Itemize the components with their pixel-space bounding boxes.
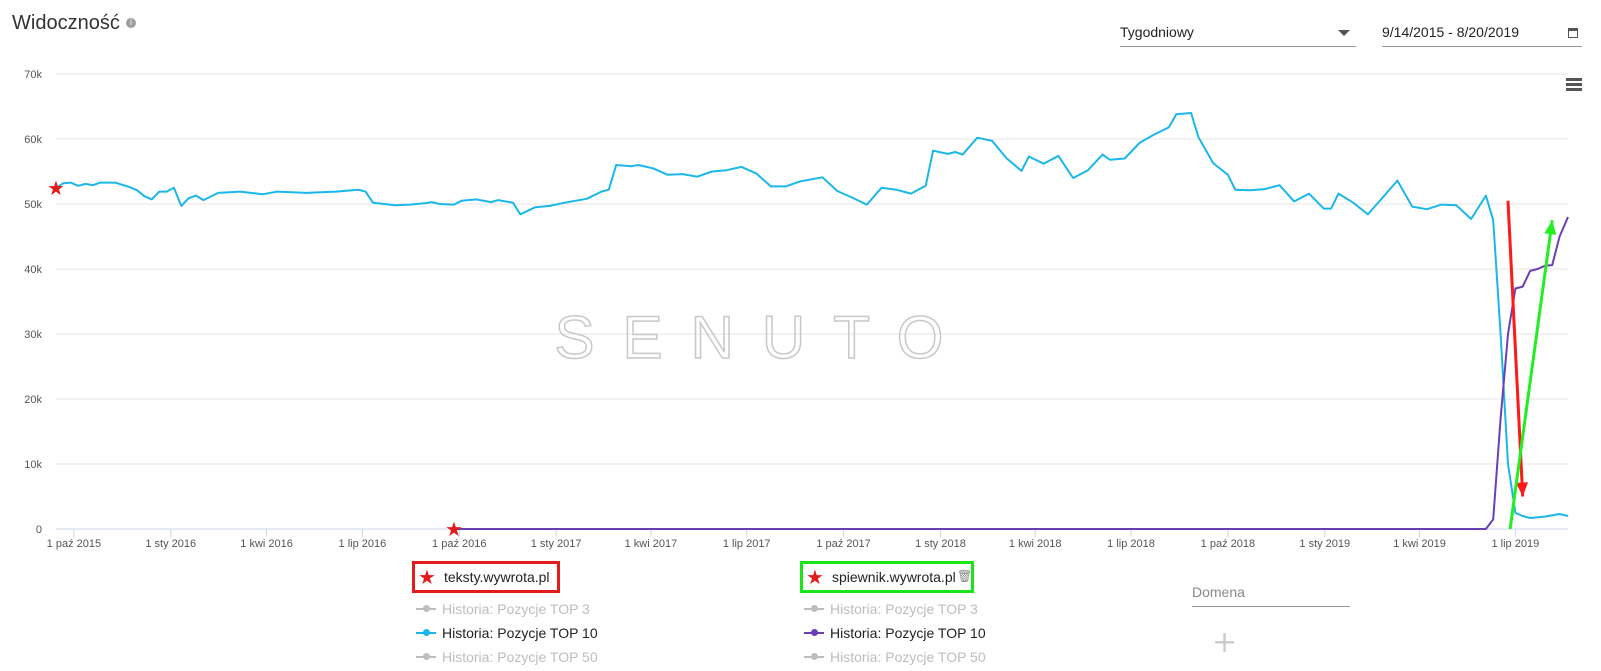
legend-item-label: Historia: Pozycje TOP 3 (442, 601, 590, 617)
annotation-arrow (1508, 220, 1554, 530)
calendar-icon[interactable] (1568, 28, 1578, 38)
x-tick-label: 1 kwi 2018 (1009, 538, 1062, 550)
legend-marker-icon (416, 629, 436, 636)
x-tick-label: 1 sty 2016 (145, 538, 196, 550)
x-tick-label: 1 kwi 2019 (1393, 538, 1446, 550)
legend-marker-icon (416, 605, 436, 612)
x-tick-label: 1 paź 2016 (432, 538, 486, 550)
legend-domain-box-teksty[interactable] (412, 561, 560, 593)
add-domain-icon[interactable]: + (1212, 625, 1238, 660)
legend-marker-icon (804, 629, 824, 636)
star-marker-icon: ★ (47, 176, 65, 200)
x-tick-label: 1 sty 2017 (531, 538, 582, 550)
legend-domain-teksty[interactable]: teksty.wywrota.pl (444, 569, 550, 585)
hamburger-menu-icon[interactable] (1566, 78, 1582, 92)
x-tick-label: 1 sty 2019 (1299, 538, 1350, 550)
series-line-teksty (55, 112, 1569, 519)
y-tick-label: 60k (24, 134, 42, 146)
annotation-arrowhead (1516, 482, 1529, 497)
legend-domain-box-spiewnik[interactable] (800, 561, 974, 593)
date-range-value: 9/14/2015 - 8/20/2019 (1382, 24, 1520, 40)
x-tick-label: 1 lip 2016 (339, 538, 387, 550)
star-icon: ★ (418, 565, 436, 589)
x-tick-label: 1 paź 2017 (816, 538, 870, 550)
legend-item-label: Historia: Pozycje TOP 50 (830, 649, 986, 665)
x-tick-label: 1 lip 2019 (1491, 538, 1539, 550)
trash-icon[interactable]: 🗑 (957, 569, 973, 583)
x-tick-label: 1 lip 2017 (723, 538, 771, 550)
date-range-input[interactable]: 9/14/2015 - 8/20/2019 (1382, 22, 1582, 47)
y-tick-label: 50k (24, 199, 42, 211)
domain-input[interactable]: Domena (1192, 584, 1350, 607)
series-line-spiewnik (454, 216, 1569, 530)
domain-input-placeholder: Domena (1192, 584, 1245, 600)
y-tick-label: 0 (36, 524, 42, 536)
star-icon: ★ (806, 565, 824, 589)
info-icon[interactable]: i (126, 18, 136, 28)
legend-marker-icon (804, 605, 824, 612)
y-tick-label: 10k (24, 459, 42, 471)
x-tick-label: 1 kwi 2017 (625, 538, 678, 550)
visibility-chart: 0 10k 20k 30k 40k 50k 60k 70k 1 paź 2015 1 sty 20… (24, 69, 1569, 550)
y-tick-label: 70k (24, 69, 42, 81)
x-tick-label: 1 lip 2018 (1107, 538, 1155, 550)
annotation-arrowhead (1544, 220, 1557, 235)
x-tick-label: 1 paź 2015 (47, 538, 101, 550)
page-title: Widoczność (12, 12, 120, 34)
x-tick-label: 1 sty 2018 (915, 538, 966, 550)
x-tick-label: 1 paź 2018 (1201, 538, 1255, 550)
chevron-down-icon (1338, 30, 1350, 36)
watermark-logo: SENUTO (555, 304, 972, 371)
legend-marker-icon (416, 653, 436, 660)
period-select-value: Tygodniowy (1120, 24, 1194, 40)
legend-item-label: Historia: Pozycje TOP 3 (830, 601, 978, 617)
star-marker-icon: ★ (445, 517, 463, 541)
legend-marker-icon (804, 653, 824, 660)
period-select[interactable]: Tygodniowy (1120, 22, 1356, 47)
y-tick-label: 20k (24, 394, 42, 406)
legend-domain-spiewnik[interactable]: spiewnik.wywrota.pl (832, 569, 956, 585)
y-tick-label: 30k (24, 329, 42, 341)
y-tick-label: 40k (24, 264, 42, 276)
legend-item-label: Historia: Pozycje TOP 50 (442, 649, 598, 665)
legend-item-label: Historia: Pozycje TOP 10 (442, 625, 598, 641)
x-tick-label: 1 kwi 2016 (240, 538, 293, 550)
legend-item-label: Historia: Pozycje TOP 10 (830, 625, 986, 641)
